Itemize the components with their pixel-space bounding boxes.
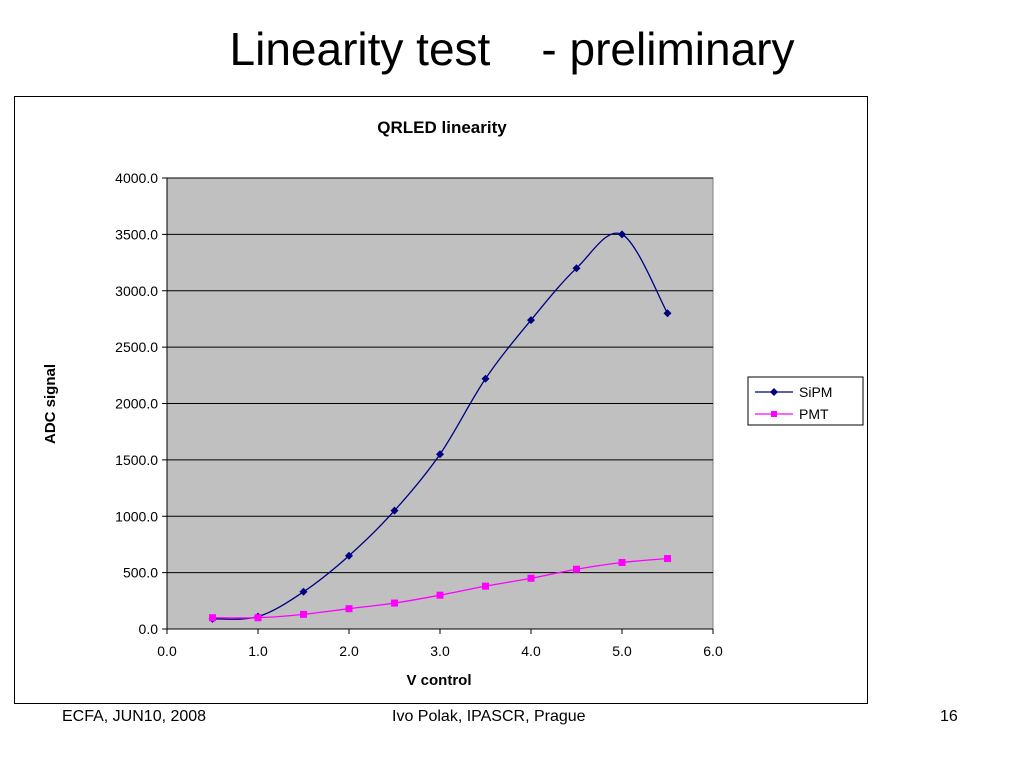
data-point-pmt xyxy=(254,614,262,622)
data-point-pmt xyxy=(436,591,444,599)
data-point-sipm xyxy=(345,551,353,560)
data-point-sipm xyxy=(390,506,399,515)
y-tick-label: 2000.0 xyxy=(115,396,158,412)
y-tick-label: 1000.0 xyxy=(115,508,158,524)
legend: SiPM PMT xyxy=(747,376,864,426)
plot-area: 0.0 500.0 1000.0 1500.0 2000.0 2500.0 3000.0 35… xyxy=(115,170,723,659)
data-point-sipm xyxy=(436,450,444,459)
x-tick-label: 4.0 xyxy=(521,643,541,659)
series-line-sipm xyxy=(212,232,669,620)
x-tick-label: 1.0 xyxy=(248,643,268,659)
y-tick-label: 4000.0 xyxy=(115,170,158,186)
legend-label-pmt: PMT xyxy=(799,406,829,422)
y-tick-label: 3000.0 xyxy=(115,283,158,299)
y-tick-label: 500.0 xyxy=(123,565,158,581)
data-point-sipm xyxy=(618,230,626,239)
data-point-sipm xyxy=(663,309,672,318)
y-axis-label: ADC signal xyxy=(42,364,59,444)
data-point-sipm xyxy=(481,374,490,383)
y-tick-label: 1500.0 xyxy=(115,452,158,468)
data-point-pmt xyxy=(345,605,353,613)
page-number: 16 xyxy=(940,708,958,725)
data-point-pmt xyxy=(527,574,535,582)
slide-title: Linearity test - preliminary xyxy=(229,23,795,75)
data-point-sipm xyxy=(527,316,535,325)
x-tick-label: 6.0 xyxy=(703,643,723,659)
data-point-pmt xyxy=(300,610,307,618)
x-axis-label: V control xyxy=(406,672,471,689)
data-point-sipm xyxy=(572,264,581,273)
legend-marker-sipm xyxy=(770,388,778,396)
chart: QRLED linearity 0.0 500.0 1000.0 1500.0 2000… xyxy=(42,118,864,689)
y-tick-label: 2500.0 xyxy=(115,339,158,355)
footer-left: ECFA, JUN10, 2008 xyxy=(62,708,207,725)
y-tick-label: 0.0 xyxy=(139,621,159,637)
y-tick-label: 3500.0 xyxy=(115,226,158,242)
x-tick-label: 0.0 xyxy=(157,643,177,659)
data-point-pmt xyxy=(391,599,398,607)
data-point-pmt xyxy=(664,555,671,563)
data-point-pmt xyxy=(209,614,216,622)
data-point-pmt xyxy=(618,558,626,566)
chart-title: QRLED linearity xyxy=(377,118,507,137)
legend-label-sipm: SiPM xyxy=(799,384,832,400)
data-point-pmt xyxy=(482,582,489,590)
x-tick-label: 5.0 xyxy=(612,643,632,659)
x-tick-label: 2.0 xyxy=(339,643,359,659)
data-point-sipm xyxy=(299,587,308,596)
x-tick-label: 3.0 xyxy=(430,643,450,659)
chart-frame: QRLED linearity 0.0 500.0 1000.0 1500.0 2000… xyxy=(14,96,868,704)
data-point-pmt xyxy=(573,565,580,573)
legend-marker-pmt xyxy=(771,411,777,417)
footer-center: Ivo Polak, IPASCR, Prague xyxy=(392,708,586,725)
